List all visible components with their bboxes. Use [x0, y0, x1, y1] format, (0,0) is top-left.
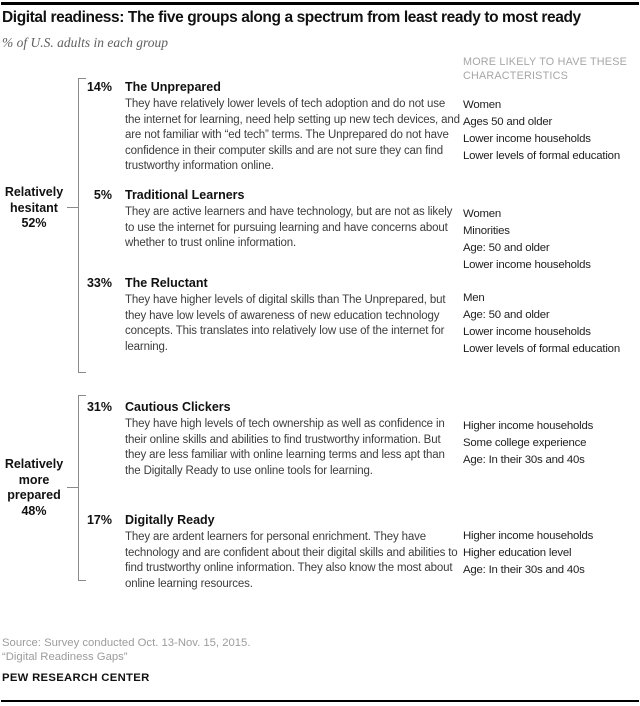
trait: Higher income households — [463, 530, 594, 542]
group-unprepared-traits: Women Ages 50 and older Lower income hou… — [463, 97, 640, 165]
side-label-hesitant-pct: 52% — [21, 216, 47, 230]
group-name: Traditional Learners — [125, 188, 245, 202]
trait: Lower income households — [463, 133, 591, 145]
page-subtitle: % of U.S. adults in each group — [2, 35, 168, 50]
trait: Women — [463, 208, 502, 220]
bottom-rule — [1, 700, 639, 702]
trait: Lower levels of formal education — [463, 343, 620, 355]
group-percent: 5% — [93, 188, 112, 202]
bracket-prepared — [67, 395, 86, 581]
trait: Some college experience — [463, 437, 587, 449]
group-description: They have higher levels of digital skill… — [125, 294, 446, 353]
group-cautious-clickers-traits: Higher income households Some college ex… — [463, 418, 640, 469]
top-rule — [1, 2, 639, 5]
bracket-hesitant-connector — [67, 207, 79, 208]
group-reluctant-traits: Men Age: 50 and older Lower income house… — [463, 290, 640, 358]
side-label-prepared-line2: more — [18, 472, 50, 487]
side-label-hesitant-line1: Relatively — [4, 185, 64, 199]
bracket-hesitant — [67, 78, 86, 373]
side-label-prepared: Relatively more prepared 48% — [2, 457, 66, 519]
trait: Men — [463, 292, 485, 304]
characteristics-header-line2: CHARACTERISTICS — [463, 69, 568, 82]
group-name: Digitally Ready — [125, 513, 215, 527]
group-percent: 14% — [86, 80, 112, 94]
side-label-hesitant: Relatively hesitant 52% — [2, 185, 66, 232]
side-label-prepared-pct: 48% — [21, 503, 47, 518]
group-percent: 33% — [86, 276, 112, 290]
group-percent: 17% — [86, 513, 112, 527]
side-label-prepared-line3: prepared — [7, 488, 61, 502]
characteristics-header-line1: MORE LIKELY TO HAVE THESE — [463, 56, 628, 68]
side-label-prepared-line1: Relatively — [4, 457, 64, 471]
trait: Ages 50 and older — [463, 116, 553, 128]
group-digitally-ready-traits: Higher income households Higher educatio… — [463, 528, 640, 579]
group-traditional-learners-traits: Women Minorities Age: 50 and older Lower… — [463, 206, 640, 274]
group-description: They are ardent learners for personal en… — [125, 531, 458, 590]
group-percent: 31% — [86, 400, 112, 414]
trait: Higher income households — [463, 420, 594, 432]
group-description: They have relatively lower levels of tec… — [125, 98, 460, 172]
group-name: Cautious Clickers — [125, 400, 231, 414]
footer-brand: PEW RESEARCH CENTER — [2, 672, 150, 684]
group-description: They are active learners and have techno… — [125, 206, 453, 249]
trait: Age: In their 30s and 40s — [463, 564, 585, 576]
group-name: The Reluctant — [125, 276, 208, 290]
trait: Lower levels of formal education — [463, 150, 620, 162]
trait: Women — [463, 99, 502, 111]
footer-report-title: “Digital Readiness Gaps” — [2, 651, 128, 663]
trait: Age: In their 30s and 40s — [463, 454, 585, 466]
group-description: They have high levels of tech ownership … — [125, 418, 445, 477]
trait: Lower income households — [463, 326, 591, 338]
page-title: Digital readiness: The five groups along… — [2, 9, 581, 26]
trait: Age: 50 and older — [463, 309, 550, 321]
trait: Higher education level — [463, 547, 572, 559]
group-name: The Unprepared — [125, 80, 221, 94]
trait: Age: 50 and older — [463, 242, 550, 254]
bracket-prepared-connector — [67, 487, 79, 488]
trait: Lower income households — [463, 259, 591, 271]
side-label-hesitant-line2: hesitant — [10, 200, 58, 215]
characteristics-column-header: MORE LIKELY TO HAVE THESE CHARACTERISTIC… — [463, 56, 627, 83]
footer-source: Source: Survey conducted Oct. 13-Nov. 15… — [2, 637, 251, 649]
trait: Minorities — [463, 225, 510, 237]
